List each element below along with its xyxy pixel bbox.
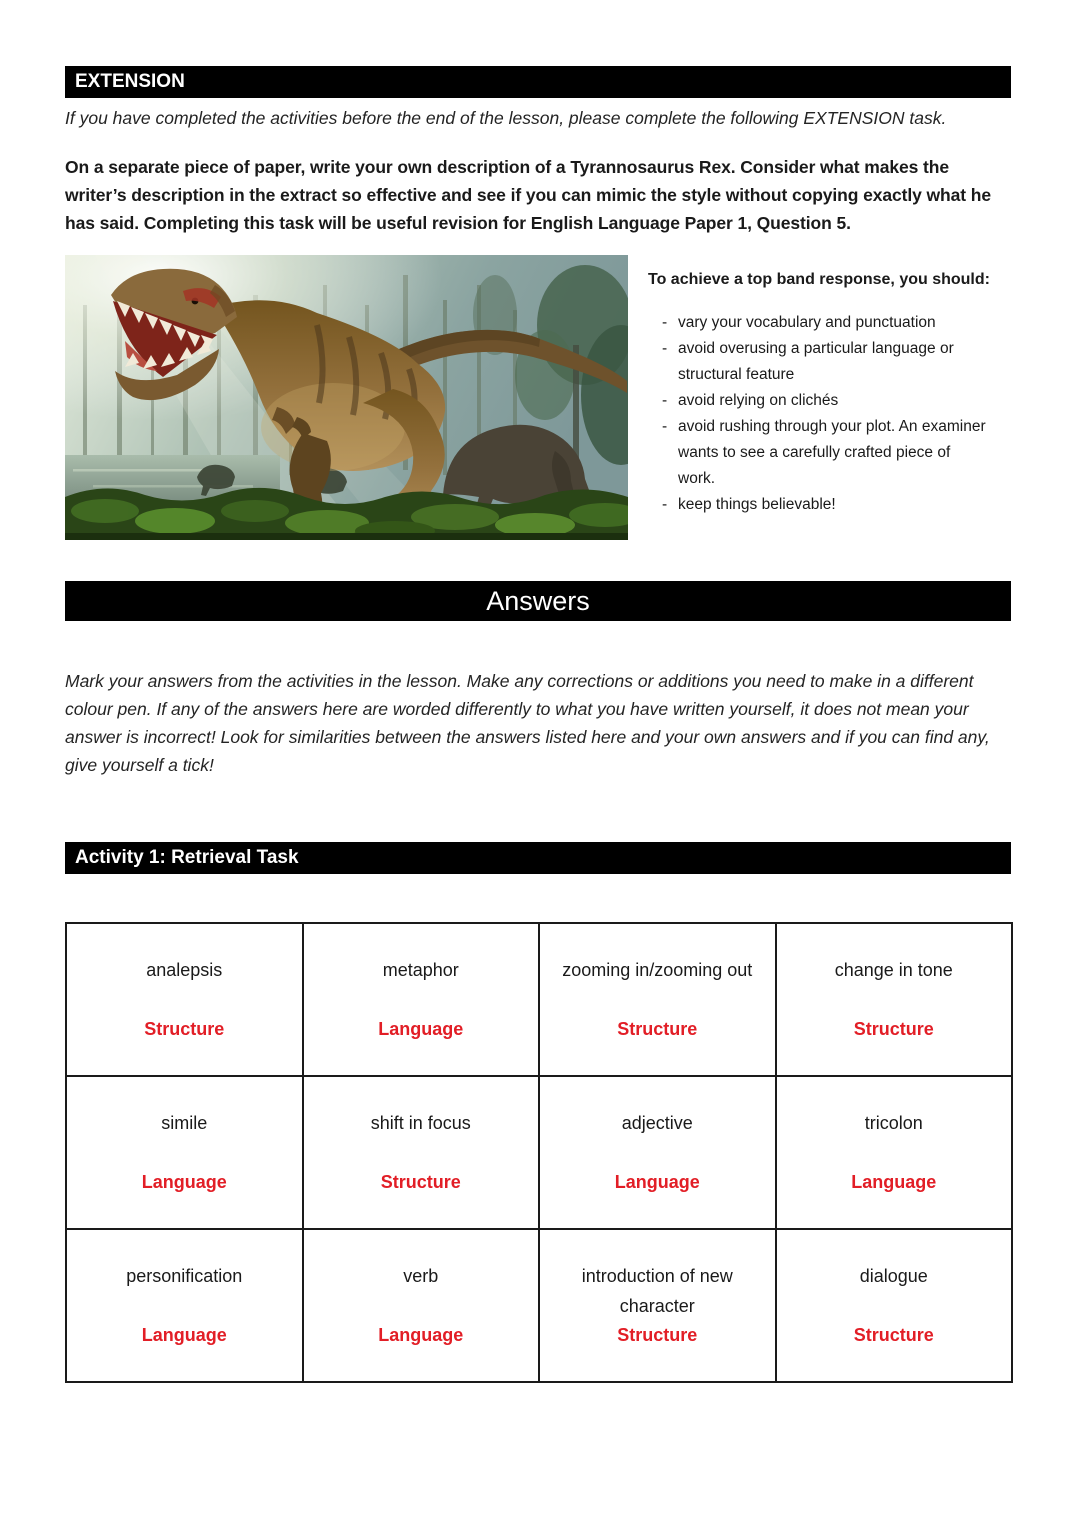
table-cell: shift in focus Structure [301, 1075, 540, 1230]
retrieval-table: analepsis Structure metaphor Language zo… [65, 922, 1013, 1383]
trex-illustration [65, 255, 661, 541]
answers-header-banner: Answers [65, 581, 1011, 621]
category-label: Language [141, 1172, 227, 1192]
category-label: Structure [617, 1019, 698, 1039]
table-row: simile Language shift in focus Structure… [65, 1075, 1013, 1230]
tip-item: - avoid relying on clichés [648, 388, 1010, 414]
category-label: Language [851, 1172, 937, 1192]
tips-list: - vary your vocabulary and punctuation -… [648, 310, 1010, 518]
tip-dash: - [662, 314, 668, 331]
category-label: Structure [380, 1172, 461, 1192]
category-label: Structure [853, 1019, 934, 1039]
tip-text: vary your vocabulary and punctuation [678, 314, 936, 331]
tip-item: - avoid rushing through your plot. An ex… [648, 414, 1010, 492]
top-band-tips: To achieve a top band response, you shou… [648, 255, 1010, 518]
tip-item: - avoid overusing a particular language … [648, 336, 1010, 388]
category-label: Structure [853, 1325, 934, 1345]
tip-dash: - [662, 392, 668, 409]
activity1-header-banner: Activity 1: Retrieval Task [65, 842, 1011, 874]
table-cell: change in tone Structure [774, 922, 1013, 1077]
table-cell: introduction of new character Structure [538, 1228, 777, 1383]
category-label: Structure [617, 1325, 698, 1345]
table-row: analepsis Structure metaphor Language zo… [65, 922, 1013, 1077]
table-row: personification Language verb Language i… [65, 1228, 1013, 1383]
term-label: verb [403, 1266, 439, 1286]
category-label: Structure [144, 1019, 225, 1039]
tip-dash: - [662, 418, 668, 435]
term-label: shift in focus [370, 1113, 471, 1133]
table-cell: analepsis Structure [65, 922, 304, 1077]
extension-header-banner: EXTENSION [65, 66, 1011, 98]
table-cell: adjective Language [538, 1075, 777, 1230]
page-content: EXTENSION If you have completed the acti… [65, 0, 1013, 1383]
term-label: adjective [621, 1113, 693, 1133]
tip-text: keep things believable! [678, 496, 836, 513]
trex-image [65, 255, 661, 541]
term-label: introduction of new character [581, 1266, 733, 1316]
tip-dash: - [662, 496, 668, 513]
category-label: Language [614, 1172, 700, 1192]
term-label: tricolon [864, 1113, 923, 1133]
table-cell: zooming in/zooming out Structure [538, 922, 777, 1077]
term-label: dialogue [859, 1266, 928, 1286]
extension-task-paragraph: On a separate piece of paper, write your… [65, 157, 991, 233]
tip-text: avoid relying on clichés [678, 392, 839, 409]
table-cell: personification Language [65, 1228, 304, 1383]
term-label: zooming in/zooming out [562, 960, 753, 980]
term-label: personification [126, 1266, 243, 1286]
tip-text: avoid overusing a particular language or… [678, 340, 954, 383]
tips-heading: To achieve a top band response, you shou… [648, 271, 990, 288]
category-label: Language [378, 1325, 464, 1345]
tip-item: - keep things believable! [648, 492, 1010, 518]
category-label: Language [378, 1019, 464, 1039]
table-cell: tricolon Language [774, 1075, 1013, 1230]
tip-dash: - [662, 340, 668, 357]
tip-item: - vary your vocabulary and punctuation [648, 310, 1010, 336]
answers-instructions: Mark your answers from the activities in… [65, 671, 990, 775]
term-label: metaphor [382, 960, 459, 980]
term-label: analepsis [146, 960, 223, 980]
term-label: simile [161, 1113, 208, 1133]
tip-text: avoid rushing through your plot. An exam… [678, 418, 986, 487]
extension-figure-row: To achieve a top band response, you shou… [65, 255, 1011, 541]
table-cell: metaphor Language [301, 922, 540, 1077]
term-label: change in tone [834, 960, 953, 980]
extension-intro-text: If you have completed the activities bef… [65, 108, 947, 128]
table-cell: dialogue Structure [774, 1228, 1013, 1383]
category-label: Language [141, 1325, 227, 1345]
table-cell: verb Language [301, 1228, 540, 1383]
table-cell: simile Language [65, 1075, 304, 1230]
